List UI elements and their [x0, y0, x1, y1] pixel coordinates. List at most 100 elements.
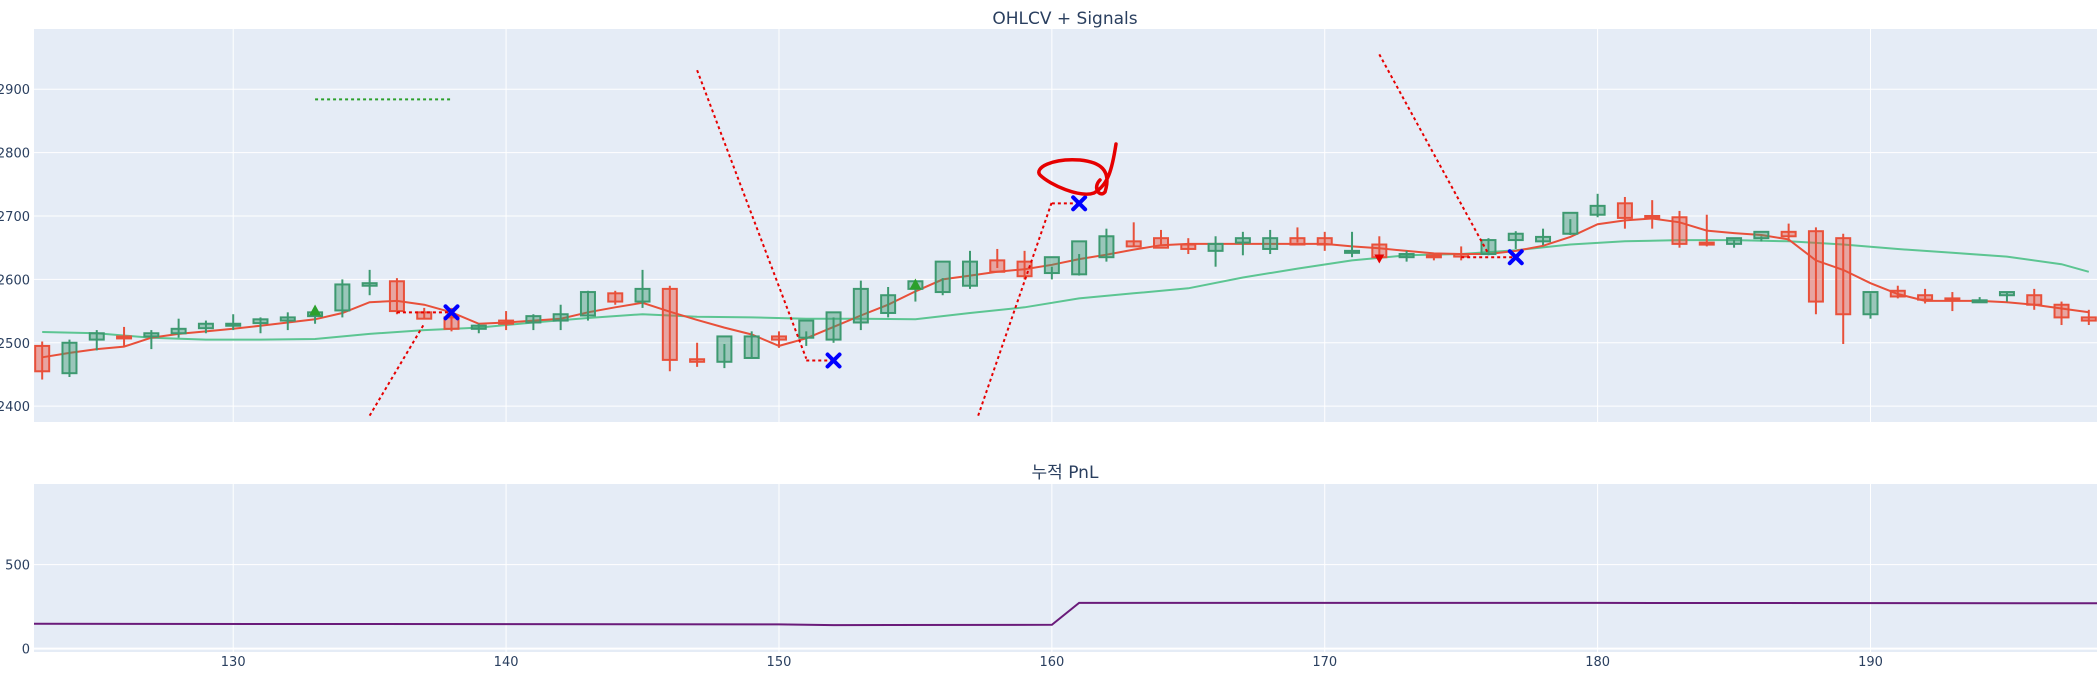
candle-body	[1807, 230, 1824, 303]
candle-body	[1698, 241, 1715, 246]
candle-body	[2026, 294, 2043, 306]
candle-body	[1316, 237, 1333, 246]
candle-body	[825, 311, 842, 341]
candle-body	[1153, 237, 1170, 249]
candle-body	[770, 335, 787, 341]
candle-body	[1234, 237, 1251, 244]
bottom-chart-title: 누적 PnL	[1032, 463, 1099, 483]
y-tick-label: 2500	[0, 337, 30, 352]
candle-body	[1016, 260, 1033, 278]
x-tick-label: 130	[221, 655, 246, 670]
candle-body	[1207, 242, 1224, 252]
candle-body	[1453, 253, 1470, 258]
candle-body	[1589, 204, 1606, 216]
candle-body	[1616, 202, 1633, 219]
cumulative-pnl-line	[33, 601, 2098, 627]
y-tick-label: 2700	[0, 210, 30, 225]
candle-body	[1535, 235, 1552, 243]
candle-body	[34, 344, 51, 373]
candle-body	[880, 294, 897, 314]
candle-body	[143, 332, 160, 338]
candle-body	[1862, 291, 1879, 316]
circled-signal-annotation	[1037, 142, 1118, 196]
candle-body	[1753, 230, 1770, 240]
pnl-series	[33, 601, 2098, 627]
candle-body	[1726, 237, 1743, 245]
x-tick-label: 180	[1585, 655, 1610, 670]
candle-body	[252, 318, 269, 325]
candle-body	[852, 287, 869, 324]
signal-trend-line	[1378, 53, 1490, 255]
candle-body	[1944, 297, 1961, 302]
moving-averages	[42, 217, 2090, 359]
candle-body	[1971, 299, 1988, 304]
x-tick-label: 150	[767, 655, 792, 670]
candle-body	[743, 335, 760, 359]
candle-body	[1425, 254, 1442, 259]
candle-body	[1125, 240, 1142, 248]
candle-body	[798, 319, 815, 339]
candle-body	[279, 316, 296, 322]
y-tick-label: 2400	[0, 400, 30, 415]
candle-body	[388, 280, 405, 313]
candle-body	[607, 292, 624, 303]
candle-body	[1835, 237, 1852, 316]
candle-body	[716, 335, 733, 363]
candle-body	[634, 287, 651, 303]
candle-body	[579, 291, 596, 317]
candle-body	[170, 327, 187, 335]
top-grid	[34, 29, 2097, 422]
bottom-y-axis: 0 500	[5, 559, 30, 658]
candle-body	[443, 316, 460, 330]
candle-body	[2080, 316, 2097, 322]
exit-signal-marker	[1071, 195, 1088, 212]
exit-signal-marker	[825, 352, 842, 369]
candle-body	[1889, 289, 1906, 298]
candle-body	[361, 282, 378, 287]
candle-body	[1043, 256, 1060, 275]
candle-body	[334, 283, 351, 312]
candle-body	[2053, 303, 2070, 319]
candle-body	[416, 311, 433, 320]
y-tick-label: 500	[5, 559, 30, 574]
slow-moving-average-line	[42, 239, 2090, 341]
signal-trend-line	[977, 201, 1053, 416]
x-axis: 130 140 150 160 170 180 190	[221, 655, 1883, 670]
exit-signal-marker	[443, 304, 460, 321]
candle-body	[661, 287, 678, 361]
candle-body	[1344, 249, 1361, 254]
candle-body	[225, 322, 242, 327]
candle-body	[1998, 291, 2015, 297]
candle-body	[934, 260, 951, 294]
bottom-grid	[34, 484, 2097, 652]
x-tick-label: 140	[494, 655, 519, 670]
exit-signal-marker	[1507, 249, 1524, 266]
candlesticks	[34, 193, 2097, 380]
candle-body	[1398, 253, 1415, 259]
candle-body	[88, 332, 105, 341]
candle-body	[1071, 240, 1088, 276]
candle-body	[1180, 243, 1197, 250]
x-tick-label: 190	[1858, 655, 1883, 670]
buy-signal-marker	[909, 278, 922, 290]
top-chart-title: OHLCV + Signals	[992, 9, 1137, 29]
candle-body	[525, 315, 542, 324]
candle-body	[61, 341, 78, 375]
y-tick-label: 0	[22, 643, 30, 658]
candle-body	[961, 260, 978, 287]
x-tick-label: 160	[1039, 655, 1064, 670]
candle-body	[989, 259, 1006, 273]
candle-body	[1562, 211, 1579, 235]
x-tick-label: 170	[1312, 655, 1337, 670]
candle-body	[1644, 214, 1661, 219]
candle-body	[689, 358, 706, 363]
y-tick-label: 2800	[0, 147, 30, 162]
sell-down-marker	[1374, 254, 1385, 264]
candle-body	[1671, 216, 1688, 245]
top-y-axis: 2400 2500 2600 2700 2800 2900	[0, 83, 30, 415]
candle-body	[1289, 237, 1306, 246]
candle-body	[197, 322, 214, 330]
candle-body	[470, 324, 487, 330]
candle-body	[1507, 232, 1524, 242]
